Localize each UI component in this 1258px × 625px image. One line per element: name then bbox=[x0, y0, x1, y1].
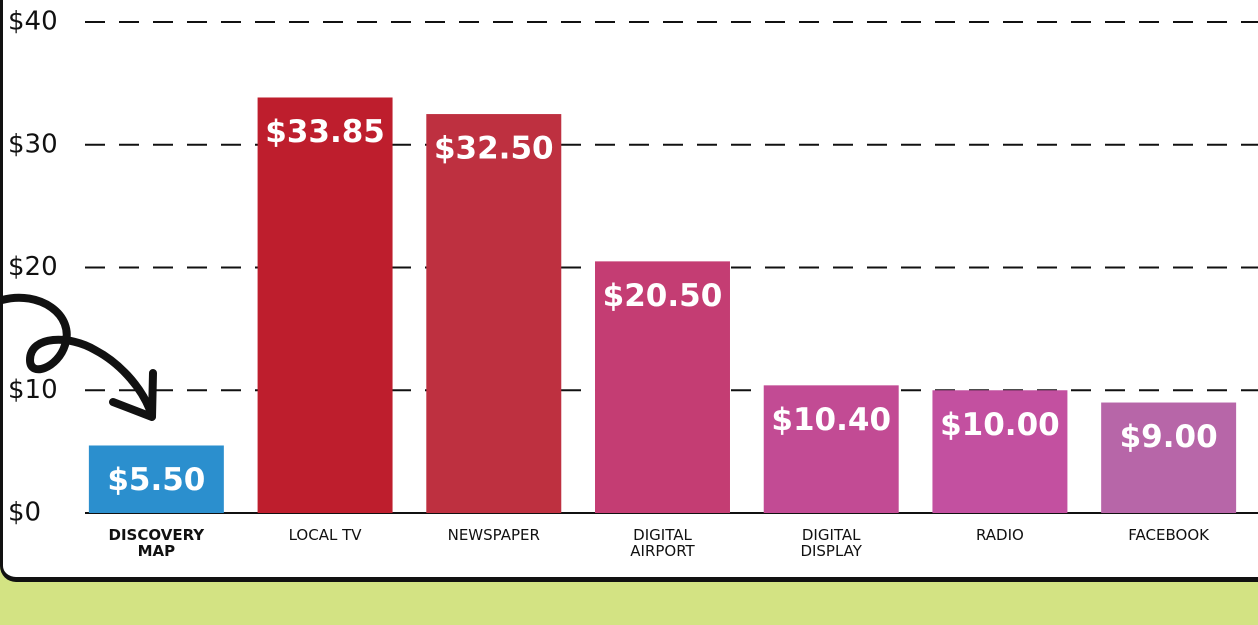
value-label: $33.85 bbox=[265, 114, 385, 150]
y-tick-label: $0 bbox=[8, 498, 41, 528]
x-tick-label: NEWSPAPER bbox=[439, 527, 549, 543]
value-label: $10.00 bbox=[940, 407, 1060, 443]
value-label: $9.00 bbox=[1120, 419, 1218, 455]
page: $0 $10 $20 $30 $40 $5.50 $33.85 $32.50 $20.50 $1… bbox=[0, 0, 1258, 625]
y-tick-label: $10 bbox=[8, 375, 58, 405]
x-tick-label: DISCOVERY MAP bbox=[101, 527, 211, 559]
y-tick-label: $20 bbox=[8, 252, 58, 282]
value-label: $10.40 bbox=[771, 402, 891, 438]
bar bbox=[258, 97, 393, 513]
value-label: $5.50 bbox=[107, 462, 205, 498]
y-tick-label: $40 bbox=[8, 7, 58, 37]
x-tick-label: RADIO bbox=[945, 527, 1055, 543]
x-tick-label: FACEBOOK bbox=[1114, 527, 1224, 543]
x-tick-label: LOCAL TV bbox=[270, 527, 380, 543]
y-tick-label: $30 bbox=[8, 129, 58, 159]
value-label: $20.50 bbox=[603, 278, 723, 314]
x-tick-label: DIGITAL AIRPORT bbox=[608, 527, 718, 559]
x-tick-label: DIGITAL DISPLAY bbox=[776, 527, 886, 559]
value-label: $32.50 bbox=[434, 131, 554, 167]
bar bbox=[426, 114, 561, 513]
